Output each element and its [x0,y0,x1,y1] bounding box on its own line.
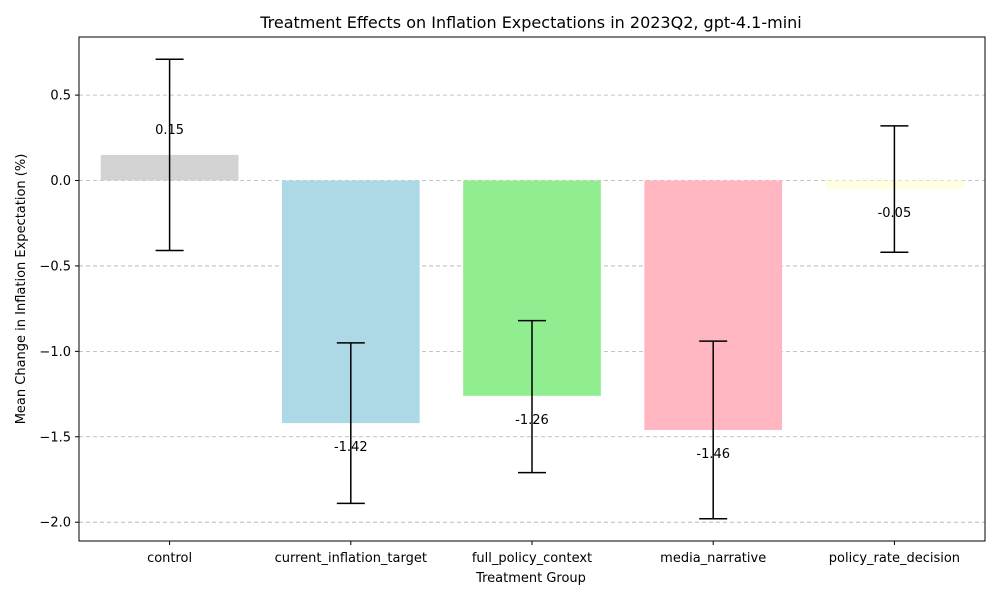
chart-title: Treatment Effects on Inflation Expectati… [259,13,802,32]
y-tick-label: −1.0 [39,345,71,360]
y-tick-label: 0.5 [50,89,71,104]
data-label-control: 0.15 [155,123,184,138]
x-tick-label-policy_rate_decision: policy_rate_decision [829,551,960,566]
plot-frame [78,36,986,542]
y-tick-label: 0.0 [50,174,71,189]
y-tick-label: −1.5 [39,430,71,445]
x-tick-label-full_policy_context: full_policy_context [472,551,592,566]
data-label-policy_rate_decision: -0.05 [878,206,912,221]
error-bars [155,58,909,520]
x-tick-label-current_inflation_target: current_inflation_target [275,551,427,566]
y-tick-label: −0.5 [39,259,71,274]
x-tick-label-control: control [147,551,192,566]
x-axis: control current_inflation_target full_poli… [147,541,960,566]
x-axis-label: Treatment Group [475,571,586,586]
y-axis: 0.5 0.0 −0.5 −1.0 −1.5 −2.0 [39,89,79,531]
data-label-current_inflation_target: -1.42 [334,440,368,455]
y-tick-label: −2.0 [39,516,71,531]
x-tick-label-media_narrative: media_narrative [660,551,766,566]
data-labels: 0.15 -1.42 -1.26 -1.46 -0.05 [155,123,911,462]
data-label-full_policy_context: -1.26 [515,413,549,428]
y-axis-label: Mean Change in Inflation Expectation (%) [14,154,29,425]
data-label-media_narrative: -1.46 [696,447,730,462]
